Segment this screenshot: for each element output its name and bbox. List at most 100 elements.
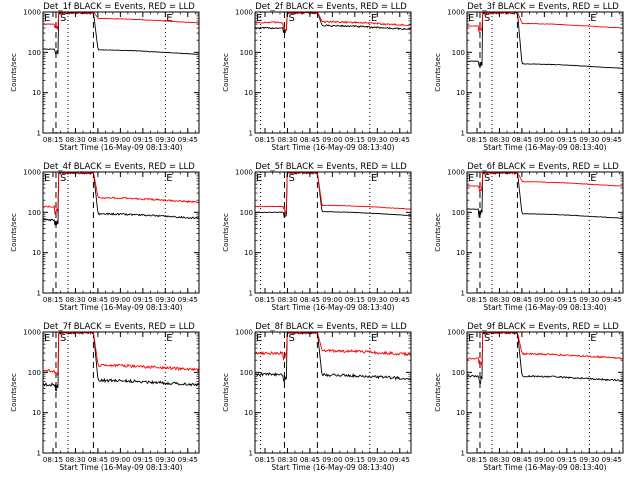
events-series-line [467,172,623,219]
y-tick-label: 10 [32,89,41,97]
y-axis-label: Counts/sec [434,213,442,252]
x-axis-label: Start Time (16-May-09 08:13:40) [483,143,606,152]
x-tick-label: 09:30 [155,136,175,144]
y-tick-label: 100 [28,49,41,57]
plot-frame [254,11,412,134]
flag-label-s: S [484,13,490,24]
panel-title: Det_4f BLACK = Events, RED = LLD [43,162,195,172]
x-tick-label: 08:30 [489,136,509,144]
x-tick-label: 09:00 [110,456,130,464]
y-tick-label: 1 [461,450,465,458]
flag-label-e: E [166,173,172,184]
y-axis-label: Counts/sec [222,53,230,92]
events-series-line [255,12,411,35]
x-tick-label: 09:15 [557,296,577,304]
lld-series-line [43,12,199,30]
y-axis-label: Counts/sec [10,213,18,252]
plot-frame [42,171,200,294]
x-tick-label: 09:45 [390,456,410,464]
y-tick-label: 1000 [235,329,253,337]
x-axis-label: Start Time (16-May-09 08:13:40) [271,463,394,472]
x-tick-label: 08:30 [65,296,85,304]
x-tick-label: 08:45 [88,296,108,304]
x-tick-label: 08:15 [43,136,63,144]
panel-title: Det_5f BLACK = Events, RED = LLD [255,162,407,172]
flag-label-e: E [256,13,262,24]
x-tick-label: 08:15 [467,136,487,144]
x-tick-label: 08:15 [467,456,487,464]
x-tick-label: 08:45 [88,456,108,464]
x-tick-label: 08:45 [512,296,532,304]
x-tick-label: 09:30 [367,296,387,304]
panel-title: Det_9f BLACK = Events, RED = LLD [467,322,619,332]
lld-series-line [467,12,623,33]
plot-frame [466,331,624,454]
x-tick-label: 09:00 [534,136,554,144]
lld-series-line [255,332,411,361]
lld-series-line [255,172,411,215]
y-tick-label: 1 [37,290,41,298]
y-tick-label: 10 [456,409,465,417]
x-tick-label: 09:30 [579,136,599,144]
x-tick-label: 08:15 [255,456,275,464]
x-tick-label: 08:45 [88,136,108,144]
x-tick-label: 08:30 [65,136,85,144]
lld-series-line [467,332,623,367]
y-tick-label: 1 [461,290,465,298]
x-tick-label: 09:15 [133,136,153,144]
x-tick-label: 09:45 [602,296,622,304]
flag-label-s: S [288,13,294,24]
x-tick-label: 09:45 [178,296,198,304]
x-tick-label: 08:15 [43,296,63,304]
events-series-line [43,332,199,392]
x-tick-label: 08:30 [489,296,509,304]
flag-label-e: E [371,333,377,344]
panel-title: Det_8f BLACK = Events, RED = LLD [255,322,407,332]
y-tick-label: 10 [32,249,41,257]
y-tick-label: 10 [456,89,465,97]
flag-label-e: E [44,173,50,184]
lld-series-line [467,172,623,193]
events-series-line [255,172,411,218]
y-axis-label: Counts/sec [10,53,18,92]
y-axis-label: Counts/sec [10,373,18,412]
y-tick-label: 10 [32,409,41,417]
y-tick-label: 1 [37,130,41,138]
plot-frame [466,171,624,294]
y-axis-label: Counts/sec [222,373,230,412]
x-axis-label: Start Time (16-May-09 08:13:40) [271,143,394,152]
x-tick-label: 08:30 [65,456,85,464]
x-axis-label: Start Time (16-May-09 08:13:40) [59,303,182,312]
y-tick-label: 100 [240,49,253,57]
y-tick-label: 100 [240,209,253,217]
x-tick-label: 08:30 [277,136,297,144]
x-axis-label: Start Time (16-May-09 08:13:40) [271,303,394,312]
plot-frame [254,331,412,454]
y-axis-label: Counts/sec [222,213,230,252]
flag-label-e: E [468,333,474,344]
y-tick-label: 1000 [447,9,465,17]
x-tick-label: 09:15 [557,456,577,464]
y-tick-label: 100 [28,369,41,377]
y-tick-label: 1 [249,450,253,458]
y-tick-label: 1 [37,450,41,458]
y-tick-label: 100 [240,369,253,377]
x-tick-label: 09:15 [345,296,365,304]
x-tick-label: 09:45 [178,136,198,144]
flag-label-s: S [60,13,66,24]
flag-label-e: E [256,333,262,344]
lld-series-line [255,12,411,31]
y-tick-label: 1000 [23,329,41,337]
x-tick-label: 09:00 [110,136,130,144]
events-series-line [467,332,623,384]
y-tick-label: 1000 [23,9,41,17]
x-axis-label: Start Time (16-May-09 08:13:40) [483,463,606,472]
flag-label-e: E [371,173,377,184]
y-tick-label: 100 [452,209,465,217]
panel-title: Det_3f BLACK = Events, RED = LLD [467,2,619,12]
flag-label-e: E [590,173,596,184]
